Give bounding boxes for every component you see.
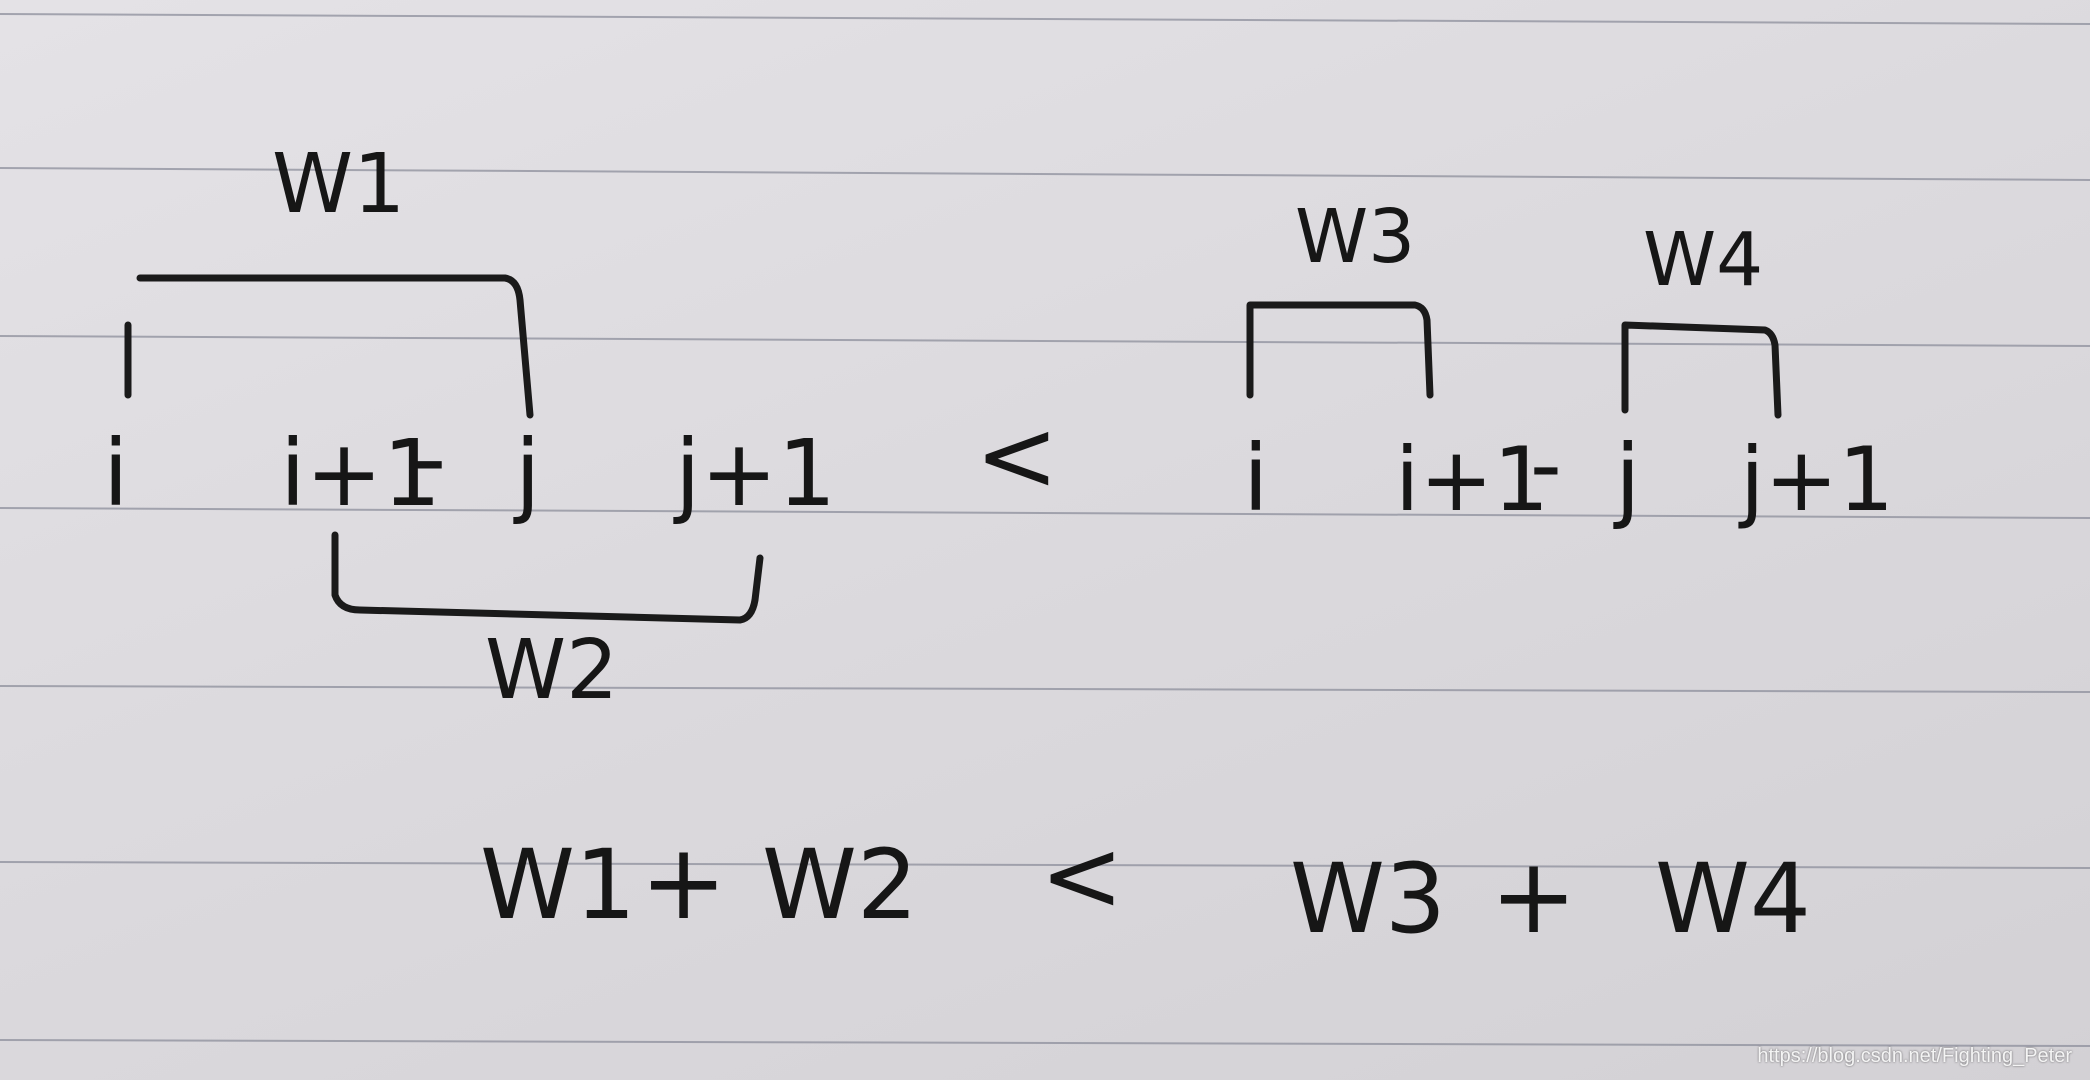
label-j-plus-1: j+1: [673, 420, 836, 527]
label-w2: W2: [485, 623, 618, 718]
eq-w1: W1: [480, 829, 636, 941]
label-i: i: [1243, 425, 1269, 532]
eq-plus-right: +: [1490, 835, 1577, 957]
eq-w3: W3: [1290, 843, 1446, 955]
equation: W1 + W2 < W3 + W4: [480, 817, 1811, 957]
source-watermark: https://blog.csdn.net/Fighting_Peter: [1757, 1045, 2072, 1067]
label-j: j: [1613, 425, 1641, 532]
eq-plus-left: +: [640, 821, 727, 943]
eq-less-than: <: [1040, 817, 1124, 934]
label-w4: W4: [1643, 217, 1763, 303]
label-j: j: [513, 420, 541, 527]
left-diagram: W1 W2 i i+1 - j j+1: [103, 137, 836, 718]
eq-w2: W2: [762, 829, 918, 941]
label-w1: W1: [272, 137, 405, 232]
label-dash: -: [413, 405, 446, 512]
bracket-w1: [124, 274, 534, 419]
eq-w4: W4: [1655, 843, 1811, 955]
bracket-w2: [331, 531, 764, 624]
label-j-plus-1: j+1: [1738, 428, 1894, 531]
label-i: i: [103, 420, 129, 527]
label-i-plus-1: i+1: [1395, 428, 1549, 531]
label-w3: W3: [1295, 194, 1415, 280]
less-than-top: <: [975, 397, 1059, 514]
bracket-w4: [1621, 321, 1782, 419]
right-diagram: W3 W4 i i+1 - j j+1: [1243, 194, 1894, 532]
ruled-lines: [0, 13, 2090, 1047]
label-dash: -: [1530, 413, 1562, 516]
bracket-w3: [1246, 301, 1434, 399]
label-i-plus-1: i+1: [280, 420, 441, 527]
